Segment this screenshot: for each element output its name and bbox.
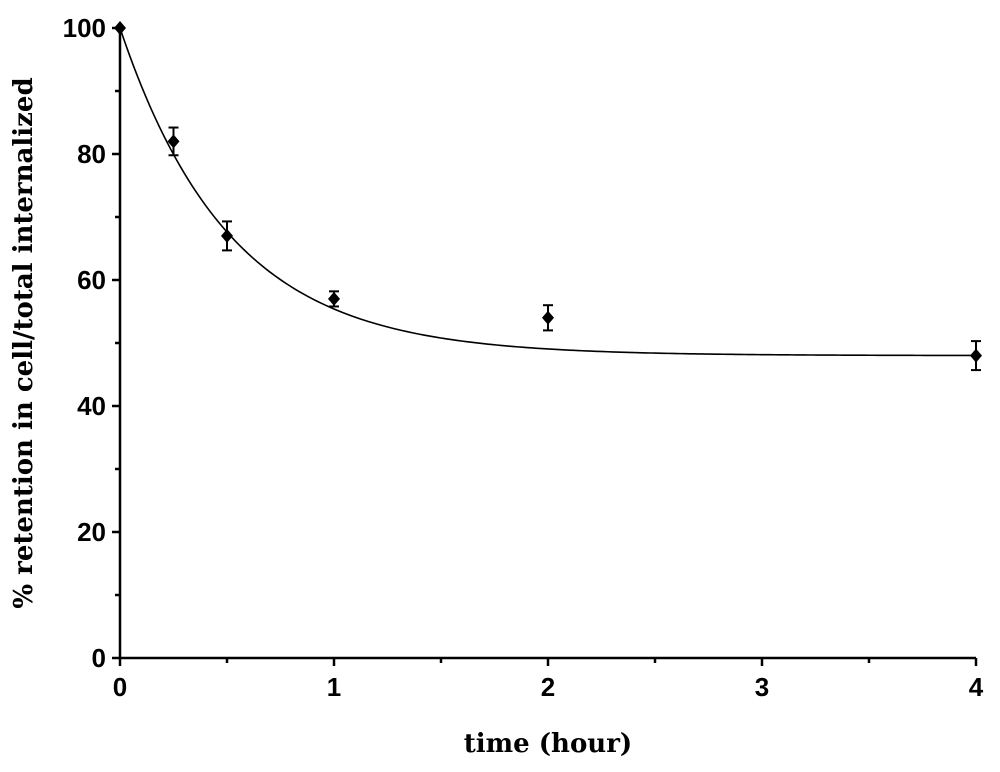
y-tick-label: 100 [63, 13, 106, 43]
x-tick-label: 2 [541, 672, 555, 702]
x-tick-label: 1 [327, 672, 341, 702]
x-tick-label: 4 [969, 672, 984, 702]
y-tick-label: 20 [77, 517, 106, 547]
y-tick-label: 60 [77, 265, 106, 295]
data-point-marker [970, 348, 982, 363]
plot-area: 0 20 40 60 80 100 0 1 2 3 4 [63, 13, 984, 702]
data-point-marker [167, 134, 180, 149]
data-point-marker [114, 21, 126, 35]
y-tick-label: 40 [77, 391, 106, 421]
ticks [112, 26, 978, 666]
y-axis-title: % retention in cell/total internalized [9, 77, 39, 608]
y-tick-label: 0 [92, 643, 106, 673]
fit-curve [119, 27, 977, 357]
x-tick-label: 0 [113, 672, 127, 702]
tick-labels: 0 20 40 60 80 100 0 1 2 3 4 [63, 13, 984, 702]
data-point-marker [542, 310, 554, 325]
data-point-marker [328, 291, 340, 306]
y-tick-label: 80 [77, 139, 106, 169]
data-points [114, 21, 982, 372]
data-point-marker [221, 228, 233, 243]
x-tick-label: 3 [755, 672, 769, 702]
x-axis-title: time (hour) [464, 729, 632, 759]
